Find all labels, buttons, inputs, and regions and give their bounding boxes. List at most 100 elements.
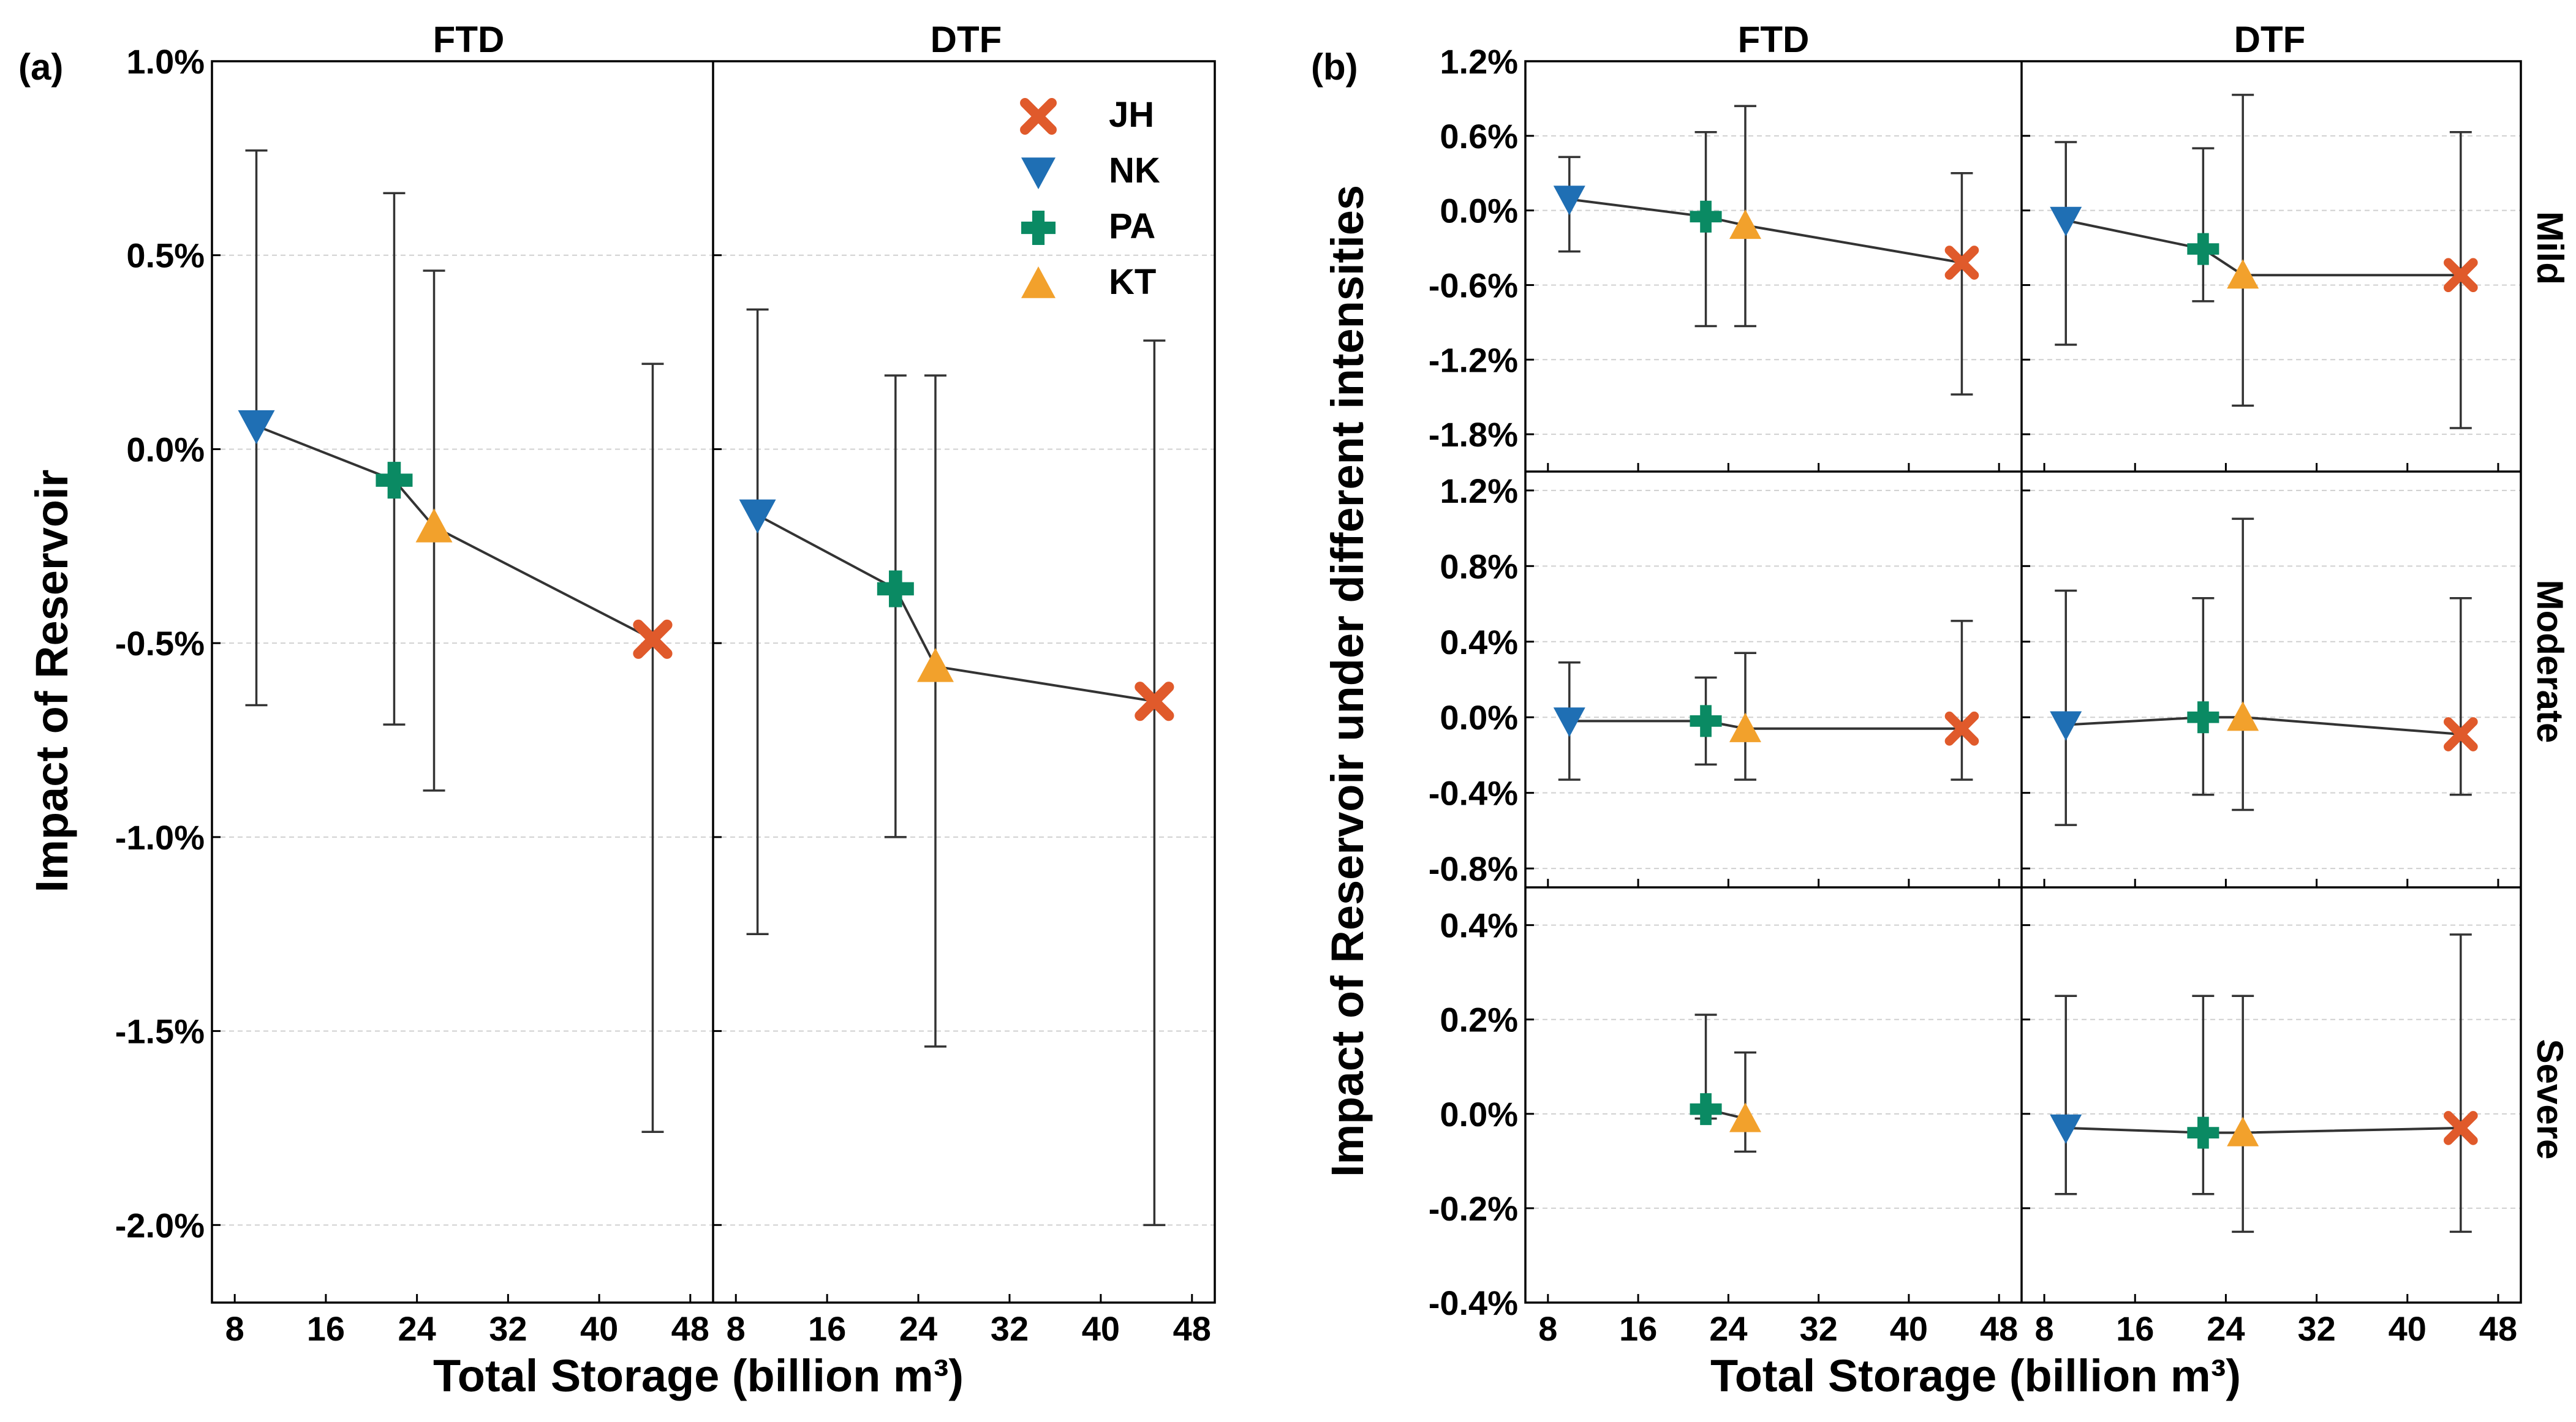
y-tick-label-b-mild-ftd-3: -0.6% [1429,266,1518,304]
facet-b-severe-ftd: 0.4% 0.2% 0.0% -0.2% -0.4% 8 16 24 32 40 48 [1429,906,2022,1348]
y-tick-label-b-moderate-ftd-1: 0.8% [1440,547,1518,585]
marker-b-mild-ftd-kt [1729,209,1761,239]
legend-label-pa: PA [1109,206,1155,246]
marker-b-mild-dtf-jh [2444,258,2478,293]
y-tick-label-a-ftd-2: 0.0% [126,430,205,468]
y-tick-label-a-ftd-4: -1.0% [115,818,205,857]
panel-b-x-axis-title: Total Storage (billion m³) [1710,1350,2241,1401]
facet-a-ftd: 1.0% 0.5% 0.0% -0.5% -1.0% -1.5% -2.0% 8 16 24 32 4… [115,42,713,1348]
x-tick-label-b-severe-ftd-1: 16 [1619,1309,1657,1348]
panel-a-x-axis-title: Total Storage (billion m³) [433,1350,964,1401]
marker-b-severe-dtf-kt [2227,1116,2259,1146]
panel-b-row-label-mild: Mild [2529,211,2570,285]
x-tick-label-a-ftd-0: 8 [225,1309,244,1348]
panel-b-row-label-severe: Severe [2529,1039,2570,1160]
x-tick-label-b-severe-ftd-5: 48 [1980,1309,2018,1348]
y-tick-label-b-mild-ftd-5: -1.8% [1429,415,1518,454]
facet-b-mild-dtf [2022,60,2521,472]
x-tick-label-b-severe-dtf-1: 16 [2116,1309,2154,1348]
marker-b-moderate-ftd-jh [1944,711,1979,746]
y-tick-label-b-moderate-ftd-5: -0.8% [1429,849,1518,888]
marker-a-ftd-kt [415,508,453,543]
x-tick-label-a-dtf-3: 32 [991,1309,1029,1348]
x-tick-label-b-severe-ftd-3: 32 [1799,1309,1837,1348]
y-tick-label-b-mild-ftd-0: 1.2% [1440,42,1518,81]
y-tick-label-a-ftd-6: -2.0% [115,1206,205,1244]
x-tick-label-a-dtf-0: 8 [727,1309,746,1348]
marker-b-mild-ftd-nk [1553,186,1585,216]
panel-b-frame [1524,60,2522,1304]
x-tick-label-b-severe-dtf-5: 48 [2479,1309,2517,1348]
series-line-b-mild-ftd [1569,198,1962,264]
legend-marker-kt [1021,266,1056,298]
legend-label-jh: JH [1109,95,1154,135]
x-tick-label-a-ftd-3: 32 [489,1309,527,1348]
marker-a-dtf-nk [739,499,776,534]
y-tick-label-b-moderate-ftd-4: -0.4% [1429,774,1518,813]
facet-a-dtf: 8 16 24 32 40 48 [713,60,1215,1348]
x-tick-label-a-ftd-2: 24 [398,1309,436,1348]
panel-a-y-axis-title: Impact of Reservoir [26,470,77,893]
marker-a-ftd-pa [376,462,413,499]
marker-b-moderate-dtf-pa [2187,701,2219,734]
y-tick-label-b-mild-ftd-2: 0.0% [1440,192,1518,230]
y-tick-label-a-ftd-3: -0.5% [115,624,205,663]
x-tick-label-b-severe-dtf-0: 8 [2034,1309,2053,1348]
facet-b-severe-dtf: 8 16 24 32 40 48 [2022,924,2521,1348]
series-line-a-dtf [757,514,1155,703]
y-tick-label-b-severe-ftd-3: -0.2% [1429,1189,1518,1228]
y-tick-label-b-moderate-ftd-0: 1.2% [1440,472,1518,510]
chart-layer: 1.0% 0.5% 0.0% -0.5% -1.0% -1.5% -2.0% 8 16 24 32 4… [115,42,2522,1348]
panel-b-row-label-moderate: Moderate [2529,580,2570,743]
panel-a-facet-dtf-title: DTF [931,19,1002,60]
marker-b-severe-dtf-pa [2187,1116,2219,1149]
panel-b-y-axis-title: Impact of Reservoir under different inte… [1322,185,1373,1177]
x-tick-label-a-ftd-5: 48 [671,1309,709,1348]
series-line-b-moderate-ftd [1569,720,1962,730]
y-tick-label-b-severe-ftd-0: 0.4% [1440,906,1518,945]
x-tick-label-a-ftd-4: 40 [580,1309,618,1348]
marker-a-dtf-jh [1135,682,1174,721]
x-tick-label-b-severe-dtf-2: 24 [2207,1309,2245,1348]
marker-b-mild-ftd-pa [1690,200,1722,233]
series-line-a-ftd [255,424,654,641]
marker-b-mild-ftd-jh [1944,246,1979,280]
x-tick-label-a-dtf-1: 16 [808,1309,846,1348]
x-tick-label-a-dtf-4: 40 [1082,1309,1120,1348]
y-tick-label-a-ftd-5: -1.5% [115,1012,205,1051]
marker-b-moderate-dtf-kt [2227,701,2259,731]
legend-marker-pa [1021,211,1056,245]
series-line-b-moderate-dtf [2066,716,2461,735]
marker-b-severe-ftd-pa [1690,1093,1722,1126]
x-tick-label-a-dtf-2: 24 [899,1309,937,1348]
marker-b-mild-dtf-nk [2050,206,2082,236]
y-tick-label-a-ftd-1: 0.5% [126,236,205,275]
panel-b-facet-dtf-title: DTF [2234,19,2306,60]
marker-b-severe-ftd-kt [1729,1102,1761,1132]
facet-b-moderate-ftd: 1.2% 0.8% 0.4% 0.0% -0.4% -0.8% [1429,472,2022,888]
y-tick-label-b-moderate-ftd-3: 0.0% [1440,698,1518,737]
x-tick-label-b-severe-dtf-4: 40 [2389,1309,2427,1348]
marker-b-mild-dtf-kt [2227,259,2259,289]
marker-b-severe-dtf-nk [2050,1114,2082,1144]
marker-b-moderate-dtf-nk [2050,711,2082,741]
marker-b-mild-dtf-pa [2187,233,2219,265]
marker-a-ftd-nk [238,410,275,445]
legend-marker-jh [1020,98,1057,135]
facet-b-mild-ftd: 1.2% 0.6% 0.0% -0.6% -1.2% -1.8% [1429,42,2022,472]
x-tick-label-b-severe-ftd-0: 8 [1538,1309,1557,1348]
panel-a-label: (a) [18,47,63,88]
panel-a-facet-ftd-title: FTD [433,19,505,60]
y-tick-label-b-severe-ftd-1: 0.2% [1440,1001,1518,1039]
x-tick-label-b-severe-dtf-3: 32 [2297,1309,2335,1348]
x-tick-label-a-dtf-5: 48 [1173,1309,1211,1348]
series-line-b-severe-dtf [2066,1126,2461,1134]
legend-marker-nk [1021,157,1056,189]
marker-b-severe-dtf-jh [2444,1111,2478,1145]
x-tick-label-a-ftd-1: 16 [307,1309,345,1348]
panel-b-facet-ftd-title: FTD [1738,19,1810,60]
y-tick-label-a-ftd-0: 1.0% [126,42,205,81]
x-tick-label-b-severe-ftd-2: 24 [1709,1309,1747,1348]
series-line-b-mild-dtf [2065,219,2461,277]
